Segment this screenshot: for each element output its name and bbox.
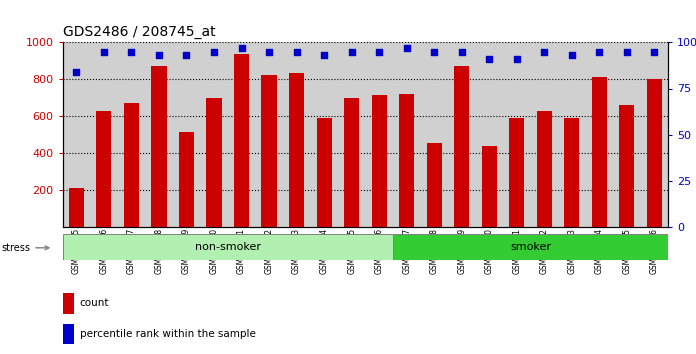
Point [374, 49, 385, 55]
Bar [63, 234, 393, 260]
Bar [179, 132, 194, 227]
Bar [372, 95, 387, 227]
Point [346, 49, 357, 55]
Bar [393, 234, 668, 260]
Bar [344, 98, 359, 227]
Point [484, 56, 495, 62]
Point [649, 49, 660, 55]
Point [622, 49, 633, 55]
Text: percentile rank within the sample: percentile rank within the sample [79, 329, 255, 339]
Bar [564, 118, 579, 227]
Point [319, 52, 330, 58]
Point [539, 49, 550, 55]
Point [429, 49, 440, 55]
Bar [124, 103, 139, 227]
Point [456, 49, 467, 55]
Text: stress: stress [1, 243, 49, 253]
Point [209, 49, 220, 55]
Point [511, 56, 522, 62]
Bar [234, 53, 249, 227]
Point [291, 49, 302, 55]
Point [264, 49, 275, 55]
Text: non-smoker: non-smoker [195, 242, 261, 252]
Point [567, 52, 578, 58]
Bar [592, 78, 607, 227]
Point [126, 49, 137, 55]
Bar [619, 105, 635, 227]
Bar [317, 118, 332, 227]
Bar [537, 110, 552, 227]
Point [236, 45, 247, 51]
Bar [152, 67, 166, 227]
Text: GDS2486 / 208745_at: GDS2486 / 208745_at [63, 25, 215, 39]
Bar [509, 118, 524, 227]
Bar [647, 79, 662, 227]
Bar [96, 110, 111, 227]
Point [71, 69, 82, 75]
Bar [482, 147, 497, 227]
Text: smoker: smoker [510, 242, 551, 252]
Point [594, 49, 605, 55]
Point [401, 45, 412, 51]
Bar [262, 75, 276, 227]
Point [98, 49, 109, 55]
Text: count: count [79, 298, 109, 308]
Bar [427, 143, 442, 227]
Bar [454, 67, 469, 227]
Bar [63, 324, 74, 344]
Bar [63, 293, 74, 314]
Point [153, 52, 164, 58]
Bar [207, 98, 221, 227]
Bar [289, 73, 304, 227]
Point [181, 52, 192, 58]
Bar [69, 188, 84, 227]
Bar [399, 94, 414, 227]
